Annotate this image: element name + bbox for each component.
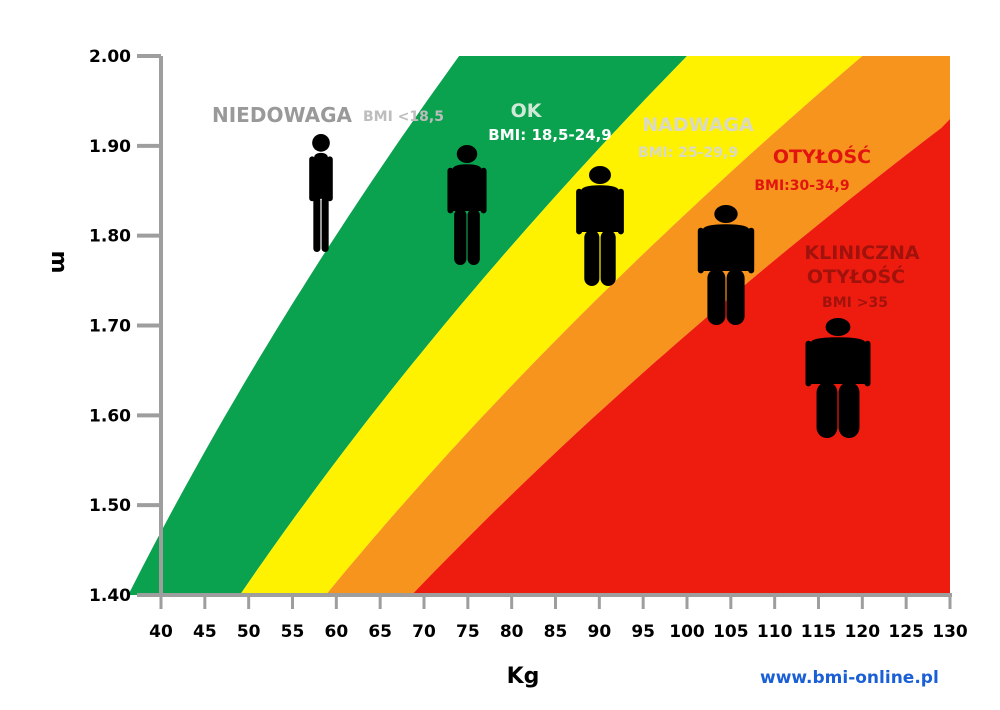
x-tick-label: 70: [412, 622, 436, 642]
figure-leg-right: [321, 196, 329, 252]
figure-arm-right: [617, 188, 624, 235]
figure-leg-right: [726, 269, 745, 325]
figure-arm-left: [805, 340, 812, 387]
y-tick-label: 1.40: [89, 586, 131, 606]
zone-area-0: [128, 56, 460, 595]
figure-arm-right: [748, 227, 755, 274]
figure-arm-right: [480, 167, 487, 214]
figure-underweight: [309, 134, 333, 252]
figure-leg-right: [838, 382, 860, 438]
website-watermark: www.bmi-online.pl: [760, 668, 939, 688]
figure-leg-right: [600, 230, 616, 286]
figure-torso: [451, 164, 483, 211]
x-tick-label: 90: [587, 622, 611, 642]
figure-leg-left: [454, 209, 467, 265]
figure-arm-left: [697, 227, 704, 274]
figure-leg-left: [707, 269, 726, 325]
figure-normal: [447, 145, 487, 265]
zone-area-4: [411, 56, 950, 595]
figure-arm-left: [309, 156, 316, 202]
x-tick-label: 130: [932, 622, 968, 642]
zone-subtitle-normal: BMI: 18,5-24,9: [488, 126, 611, 144]
y-tick-label: 1.70: [89, 317, 131, 337]
figure-head: [589, 166, 611, 184]
figure-head: [456, 145, 478, 163]
y-tick-label: 2.00: [89, 47, 131, 67]
x-tick-label: 115: [801, 622, 837, 642]
figure-leg-left: [313, 196, 321, 252]
x-tick-label: 120: [845, 622, 881, 642]
y-axis-title: m: [46, 251, 71, 274]
figure-clinical-obese: [805, 318, 871, 438]
figure-torso: [808, 337, 868, 384]
x-tick-label: 80: [500, 622, 524, 642]
y-tick-label: 1.90: [89, 137, 131, 157]
figure-leg-left: [584, 230, 600, 286]
x-tick-label: 50: [237, 622, 261, 642]
zone-title-clinical-line2: OTYŁOŚĆ: [807, 264, 905, 288]
zone-subtitle-underweight: BMI <18,5: [363, 109, 444, 125]
figure-arm-right: [326, 156, 333, 202]
figure-overweight: [576, 166, 624, 286]
zone-subtitle-clinical: BMI >35: [822, 295, 888, 311]
figure-arm-right: [864, 340, 871, 387]
y-tick-label: 1.50: [89, 496, 131, 516]
zone-area-3: [325, 56, 950, 595]
x-tick-label: 85: [544, 622, 568, 642]
figure-head: [825, 318, 851, 336]
zone-title-clinical-line1: KLINICZNA: [804, 242, 919, 264]
zone-area-2: [239, 56, 863, 595]
x-tick-label: 65: [368, 622, 392, 642]
figure-torso: [313, 152, 329, 199]
figure-torso: [579, 185, 621, 232]
y-tick-label: 1.80: [89, 227, 131, 247]
x-tick-label: 55: [281, 622, 305, 642]
zone-title-underweight: NIEDOWAGA: [212, 103, 353, 127]
figure-head: [714, 205, 738, 223]
figure-arm-left: [447, 167, 454, 214]
x-tick-label: 45: [193, 622, 217, 642]
x-tick-label: 95: [631, 622, 655, 642]
zone-title-overweight: NADWAGA: [642, 114, 754, 136]
figure-arm-left: [576, 188, 583, 235]
zone-subtitle-obese: BMI:30-34,9: [754, 178, 849, 194]
bmi-zones: [128, 56, 950, 595]
figure-obese: [697, 205, 755, 325]
zone-title-obese: OTYŁOŚĆ: [773, 144, 871, 168]
zone-labels: NIEDOWAGA BMI <18,5 OK BMI: 18,5-24,9 NADWAG…: [212, 100, 920, 311]
figure-head: [312, 134, 330, 152]
x-axis-title: Kg: [507, 664, 540, 689]
x-tick-label: 75: [456, 622, 480, 642]
x-tick-label: 40: [149, 622, 173, 642]
x-tick-label: 60: [324, 622, 348, 642]
chart-axes: 40 45 50 55 60 65 70 75 80 85 90 95 100 105 110 115 120 1…: [89, 47, 968, 642]
zone-title-normal: OK: [511, 100, 543, 122]
x-tick-label: 125: [888, 622, 924, 642]
zone-area-1: [128, 56, 687, 595]
x-tick-label: 110: [757, 622, 793, 642]
zone-subtitle-overweight: BMI: 25-29,9: [638, 145, 738, 161]
figure-torso: [700, 224, 752, 271]
body-figures: [309, 134, 871, 438]
y-tick-label: 1.60: [89, 406, 131, 426]
x-tick-label: 100: [669, 622, 705, 642]
figure-leg-right: [467, 209, 480, 265]
x-tick-label: 105: [713, 622, 749, 642]
figure-leg-left: [816, 382, 838, 438]
